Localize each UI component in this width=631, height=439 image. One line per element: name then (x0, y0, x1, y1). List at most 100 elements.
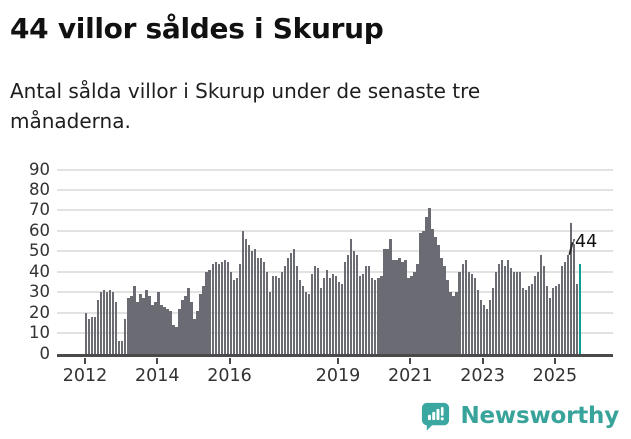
x-axis-tick (409, 357, 412, 364)
gridline (57, 189, 613, 192)
bar (295, 265, 299, 354)
bar (416, 263, 419, 354)
y-axis-label: 80 (29, 180, 50, 200)
newsworthy-logo-icon[interactable] (420, 400, 451, 431)
bar (434, 237, 437, 354)
bar (548, 298, 552, 354)
bar (560, 265, 564, 354)
bar (253, 249, 257, 354)
bar (344, 261, 347, 354)
bar (446, 280, 449, 354)
y-axis-label: 40 (29, 261, 50, 281)
bar (175, 327, 178, 354)
bar (232, 280, 235, 354)
bar (419, 232, 422, 354)
bar (455, 292, 458, 354)
bar (545, 286, 549, 354)
x-axis-line (57, 353, 613, 357)
bar (491, 288, 494, 354)
bar (479, 300, 482, 354)
bar (322, 277, 326, 354)
bar (292, 249, 296, 354)
bar (404, 259, 407, 354)
bar (250, 251, 253, 354)
bar (497, 263, 500, 354)
x-axis-label: 2012 (62, 365, 108, 386)
y-axis-label: 60 (29, 220, 50, 240)
x-axis-tick (84, 357, 86, 364)
bar (208, 269, 211, 354)
bar (316, 267, 320, 354)
bar (205, 271, 208, 354)
bar (166, 308, 169, 354)
bar (533, 275, 537, 354)
bar (530, 284, 534, 354)
bar (338, 282, 341, 354)
bar (515, 271, 519, 354)
gridline (57, 209, 613, 212)
bar (428, 208, 431, 354)
bar (301, 286, 305, 354)
gridline (57, 168, 613, 171)
bar (133, 286, 136, 354)
bar (461, 263, 464, 354)
bar (377, 277, 380, 354)
bar (539, 255, 543, 354)
bar (503, 265, 506, 354)
bar (151, 304, 154, 354)
bar-chart: 44 0 10 20 30 40 50 60 70 80 90 2012 2014 2016 2019 20… (10, 160, 628, 404)
bar (196, 310, 199, 354)
plot-area: 44 (57, 168, 613, 354)
bar (184, 296, 187, 354)
bar (425, 216, 428, 354)
x-axis-tick (337, 357, 339, 364)
bar (494, 271, 497, 354)
bar (347, 255, 350, 354)
bar (214, 261, 217, 354)
y-axis-label: 10 (29, 323, 50, 343)
bar (106, 292, 109, 354)
bar (536, 271, 540, 354)
bar (304, 292, 308, 354)
bar (331, 273, 335, 354)
bar (142, 298, 145, 354)
bar (220, 261, 223, 354)
bar (527, 286, 531, 354)
gridline (57, 250, 613, 253)
brand-name[interactable]: Newsworthy (460, 402, 619, 429)
bar (313, 265, 317, 354)
bar (488, 300, 491, 354)
bar (449, 292, 452, 354)
bar (353, 251, 356, 354)
bar (464, 259, 467, 354)
bar (265, 271, 269, 354)
bar (130, 296, 133, 354)
brand-footer: Newsworthy (420, 400, 619, 431)
bar (467, 271, 470, 354)
bar (422, 230, 425, 354)
bar (169, 310, 172, 354)
bar (319, 288, 323, 354)
bar (202, 286, 205, 354)
bar (247, 245, 250, 354)
bar (277, 277, 281, 354)
bar (569, 222, 573, 354)
bar (226, 261, 229, 354)
bar (238, 263, 241, 354)
bar (298, 280, 302, 354)
bar (310, 273, 314, 354)
bar (100, 292, 103, 354)
bar (452, 296, 455, 354)
bar (521, 288, 525, 354)
bar (518, 271, 522, 354)
bar (211, 263, 214, 354)
x-axis-label: 2025 (532, 365, 578, 386)
bar (440, 257, 443, 354)
bar (136, 302, 139, 354)
x-axis-label: 2019 (315, 365, 361, 386)
bar (172, 324, 175, 354)
bar (178, 308, 181, 354)
bar (223, 259, 226, 354)
bar (88, 318, 91, 354)
